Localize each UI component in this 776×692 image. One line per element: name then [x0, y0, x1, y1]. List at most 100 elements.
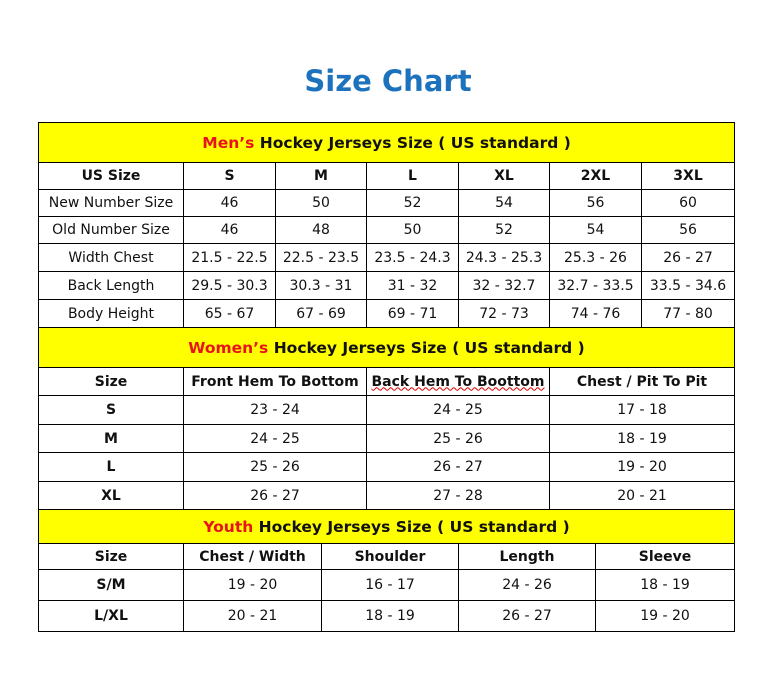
women-section-title: Hockey Jerseys Size ( US standard ) [268, 338, 585, 357]
table-cell: 19 - 20 [183, 569, 322, 601]
row-label: Back Length [38, 271, 184, 300]
women-section-header: Women’s Hockey Jerseys Size ( US standar… [37, 327, 736, 368]
mens-size-table: Men’s Hockey Jerseys Size ( US standard … [37, 122, 736, 328]
table-row: M 24 - 25 25 - 26 18 - 19 [38, 424, 736, 453]
column-header: L [366, 162, 459, 190]
table-cell: 18 - 19 [321, 600, 459, 632]
table-cell: 26 - 27 [640, 243, 736, 272]
row-label: Old Number Size [38, 216, 184, 244]
row-label: S/M [38, 569, 184, 601]
table-cell: 56 [640, 216, 736, 244]
table-cell: 20 - 21 [548, 481, 736, 510]
table-cell: 25 - 26 [183, 452, 367, 482]
table-cell: 23.5 - 24.3 [366, 243, 459, 272]
table-row: L 25 - 26 26 - 27 19 - 20 [38, 452, 736, 482]
men-label: Men’s [202, 133, 255, 152]
table-cell: 31 - 32 [366, 271, 459, 300]
table-cell: 22.5 - 23.5 [275, 243, 367, 272]
column-header: Chest / Width [183, 543, 322, 570]
table-cell: 19 - 20 [548, 452, 736, 482]
page-title: Size Chart [304, 64, 472, 98]
table-cell: 26 - 27 [458, 600, 596, 632]
table-cell: 24.3 - 25.3 [458, 243, 550, 272]
youth-section-title: Hockey Jerseys Size ( US standard ) [253, 517, 570, 536]
column-header: Length [458, 543, 596, 570]
table-cell: 72 - 73 [458, 299, 550, 328]
table-cell: 18 - 19 [548, 424, 736, 453]
table-cell: 26 - 27 [366, 452, 550, 482]
table-row: Back Length 29.5 - 30.3 30.3 - 31 31 - 32 32… [38, 271, 736, 300]
row-label: M [38, 424, 184, 453]
table-cell: 54 [458, 189, 550, 217]
column-header: S [183, 162, 276, 190]
table-cell: 67 - 69 [275, 299, 367, 328]
column-header: Size [38, 543, 184, 570]
table-row: Width Chest 21.5 - 22.5 22.5 - 23.5 23.5 - … [38, 243, 736, 272]
row-label: L [38, 452, 184, 482]
table-cell: 65 - 67 [183, 299, 276, 328]
table-cell: 24 - 25 [183, 424, 367, 453]
column-header: Shoulder [321, 543, 459, 570]
table-cell: 69 - 71 [366, 299, 459, 328]
table-cell: 26 - 27 [183, 481, 367, 510]
table-cell: 23 - 24 [183, 395, 367, 425]
header-row: Size Chest / Width Shoulder Length Sleeve [38, 543, 736, 570]
womens-size-table: Women’s Hockey Jerseys Size ( US standar… [37, 327, 736, 510]
table-row: S/M 19 - 20 16 - 17 24 - 26 18 - 19 [38, 569, 736, 601]
header-row: Size Front Hem To Bottom Back Hem To Boott… [38, 367, 736, 396]
table-cell: 60 [640, 189, 736, 217]
table-cell: 19 - 20 [594, 600, 736, 632]
column-header: Front Hem To Bottom [183, 367, 367, 396]
table-row: L/XL 20 - 21 18 - 19 26 - 27 19 - 20 [38, 600, 736, 632]
table-cell: 33.5 - 34.6 [640, 271, 736, 300]
row-label: Body Height [38, 299, 184, 328]
youth-label: Youth [203, 517, 254, 536]
table-cell: 17 - 18 [548, 395, 736, 425]
header-row: US Size S M L XL 2XL 3XL [38, 162, 736, 190]
column-header: M [275, 162, 367, 190]
table-cell: 52 [458, 216, 550, 244]
column-header: Chest / Pit To Pit [548, 367, 736, 396]
column-header: Back Hem To Boottom [371, 373, 545, 390]
table-cell: 21.5 - 22.5 [183, 243, 276, 272]
table-cell: 20 - 21 [183, 600, 322, 632]
table-cell: 50 [366, 216, 459, 244]
table-cell: 77 - 80 [640, 299, 736, 328]
table-cell: 32.7 - 33.5 [549, 271, 642, 300]
column-header: Size [38, 367, 184, 396]
column-header: XL [458, 162, 550, 190]
men-section-title: Hockey Jerseys Size ( US standard ) [254, 133, 571, 152]
column-header: US Size [38, 162, 184, 190]
table-cell: 50 [275, 189, 367, 217]
women-label: Women’s [188, 338, 269, 357]
table-row: Body Height 65 - 67 67 - 69 69 - 71 72 - 73 7… [38, 299, 736, 328]
table-cell: 18 - 19 [594, 569, 736, 601]
table-cell: 32 - 32.7 [458, 271, 550, 300]
column-header: Back Hem To Boottom [366, 367, 550, 396]
table-cell: 16 - 17 [321, 569, 459, 601]
youth-section-header: Youth Hockey Jerseys Size ( US standard … [37, 509, 736, 544]
table-cell: 24 - 25 [366, 395, 550, 425]
row-label: L/XL [38, 600, 184, 632]
column-header: 2XL [549, 162, 642, 190]
row-label: XL [38, 481, 184, 510]
table-row: Old Number Size 46 48 50 52 54 56 [38, 216, 736, 244]
table-row: S 23 - 24 24 - 25 17 - 18 [38, 395, 736, 425]
men-section-header: Men’s Hockey Jerseys Size ( US standard … [37, 122, 736, 163]
table-cell: 46 [183, 216, 276, 244]
column-header: 3XL [640, 162, 736, 190]
row-label: S [38, 395, 184, 425]
table-row: XL 26 - 27 27 - 28 20 - 21 [38, 481, 736, 510]
table-cell: 25.3 - 26 [549, 243, 642, 272]
table-cell: 48 [275, 216, 367, 244]
table-cell: 29.5 - 30.3 [183, 271, 276, 300]
table-cell: 74 - 76 [549, 299, 642, 328]
row-label: Width Chest [38, 243, 184, 272]
table-cell: 52 [366, 189, 459, 217]
table-cell: 30.3 - 31 [275, 271, 367, 300]
column-header: Sleeve [594, 543, 736, 570]
table-cell: 54 [549, 216, 642, 244]
table-cell: 27 - 28 [366, 481, 550, 510]
table-cell: 24 - 26 [458, 569, 596, 601]
table-row: New Number Size 46 50 52 54 56 60 [38, 189, 736, 217]
